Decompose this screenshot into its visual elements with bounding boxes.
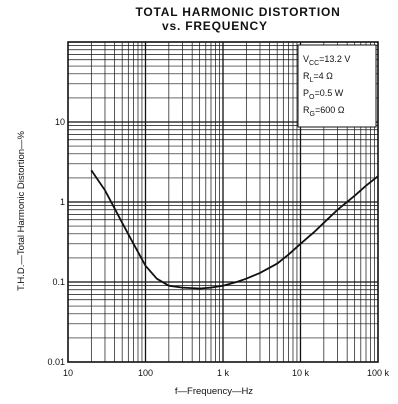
thd-curve — [90, 169, 379, 290]
y-tick-label: 0.1 — [52, 277, 65, 287]
conditions-box: VCC=13.2 V RL=4 Ω PO=0.5 W RG=600 Ω — [297, 44, 377, 128]
y-tick-label: 1 — [60, 197, 65, 207]
x-tick-label: 10 k — [292, 368, 310, 378]
tick-labels: 10 100 1 k 10 k 100 k 0.01 0.1 1 10 — [47, 117, 389, 378]
x-tick-label: 100 k — [367, 368, 390, 378]
conditions-line: PO=0.5 W — [303, 88, 344, 101]
conditions-line: VCC=13.2 V — [303, 54, 350, 67]
x-tick-label: 100 — [138, 368, 153, 378]
x-tick-label: 10 — [63, 368, 73, 378]
grid — [68, 42, 378, 362]
conditions-box-frame — [297, 44, 377, 128]
conditions-line: RG=600 Ω — [303, 105, 345, 118]
y-axis-label: T.H.D.—Total Harmonic Distortion—% — [16, 130, 27, 291]
y-tick-label: 0.01 — [47, 357, 65, 367]
chart-title-line1: TOTAL HARMONIC DISTORTION — [135, 5, 340, 19]
x-axis-label: f—Frequency—Hz — [175, 386, 253, 397]
y-tick-label: 10 — [55, 117, 65, 127]
plot-frame — [67, 41, 379, 363]
x-tick-label: 1 k — [217, 368, 230, 378]
chart-title-line2: vs. FREQUENCY — [162, 19, 268, 33]
conditions-line: RL=4 Ω — [303, 71, 333, 84]
